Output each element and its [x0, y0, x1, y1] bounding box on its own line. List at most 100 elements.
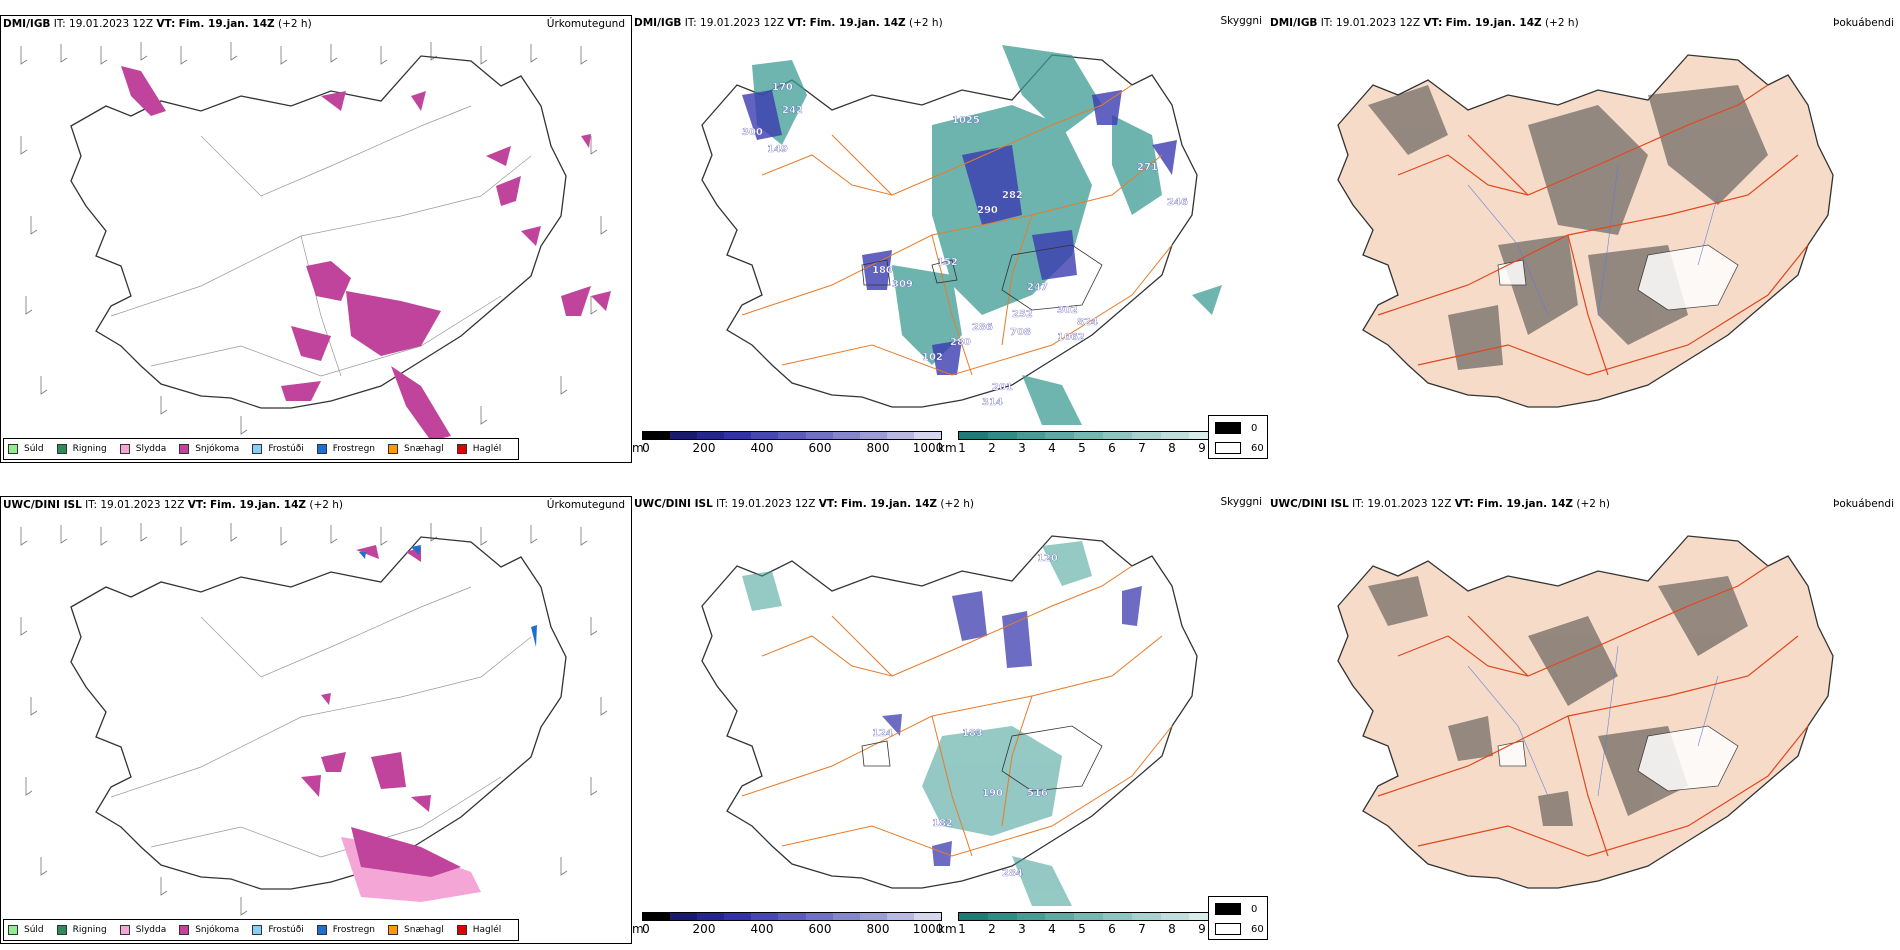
panel-header: DMI/IGB IT: 19.01.2023 12Z VT: Fim. 19.j… [3, 18, 312, 30]
valid-label: VT: [156, 18, 176, 30]
fog-panel-bottom: UWC/DINI ISL IT: 19.01.2023 12Z VT: Fim.… [1268, 496, 1900, 944]
legend-item: Rigning [56, 925, 107, 935]
roads [1377, 565, 1809, 857]
visibility-unit: km [938, 441, 957, 455]
svg-text:302: 302 [1057, 305, 1078, 316]
height-scale-bar [642, 431, 942, 440]
svg-text:290: 290 [977, 205, 998, 216]
fog-panel-top: DMI/IGB IT: 19.01.2023 12Z VT: Fim. 19.j… [1268, 15, 1900, 463]
model-name: DMI/IGB [3, 18, 51, 30]
svg-text:1025: 1025 [952, 115, 980, 126]
height-ticks: 0 200 400 600 800 1000 [642, 922, 944, 936]
legend-item: Slydda [119, 925, 166, 935]
svg-text:170: 170 [772, 82, 793, 93]
freezing-drizzle-areas [359, 545, 537, 647]
panel-header: UWC/DINI ISL IT: 19.01.2023 12Z VT: Fim.… [1270, 498, 1611, 510]
panel-header: UWC/DINI ISL IT: 19.01.2023 12Z VT: Fim.… [634, 498, 975, 510]
svg-text:271: 271 [1137, 162, 1158, 173]
panel-title: Skyggni [1220, 496, 1263, 508]
legend-item: Haglél [456, 444, 501, 454]
height-scale-bar [642, 912, 942, 921]
precip-legend: Súld Rigning Slydda Snjókoma Frostúði Fr… [3, 919, 520, 941]
legend-item: Súld [8, 444, 44, 454]
panel-title: Þokuábendi [1833, 498, 1894, 510]
panel-title: Skyggni [1220, 15, 1263, 27]
svg-text:252: 252 [1012, 309, 1033, 320]
height-unit: m [632, 922, 644, 936]
svg-text:708: 708 [1010, 327, 1031, 338]
legend-item: Frostregn [316, 444, 375, 454]
cloudbase-areas [742, 90, 1177, 375]
glacier-outlines [861, 725, 1103, 792]
init-label: IT: [53, 18, 66, 30]
height-labels: 120 124 183 190 516 182 284 [872, 553, 1058, 879]
precip-legend: Súld Rigning Slydda Snjókoma Frostúði Fr… [3, 438, 520, 460]
visibility-areas [752, 45, 1222, 425]
svg-text:247: 247 [1027, 282, 1048, 293]
fog-map-top [1337, 54, 1834, 408]
legend-item: Frostúði [252, 444, 304, 454]
height-unit: m [632, 441, 644, 455]
roads [741, 84, 1173, 376]
panel-title: Úrkomutegund [546, 18, 625, 30]
panel-title: Þokuábendi [1833, 17, 1894, 29]
legend-item: Slydda [119, 444, 166, 454]
svg-text:102: 102 [922, 352, 943, 363]
svg-text:180: 180 [872, 265, 893, 276]
roads [1377, 84, 1809, 376]
svg-text:284: 284 [1002, 868, 1023, 879]
panel-title: Úrkomutegund [546, 499, 625, 511]
svg-text:124: 124 [872, 728, 893, 739]
precip-map-bottom [20, 523, 608, 916]
snow-areas [301, 545, 461, 877]
svg-text:190: 190 [982, 788, 1003, 799]
legend-item: Súld [8, 925, 44, 935]
legend-item: Snjókoma [179, 925, 239, 935]
legend-item: Frostregn [316, 925, 375, 935]
legend-item: Snæhagl [388, 444, 444, 454]
visibility-unit: km [938, 922, 957, 936]
roads [741, 565, 1173, 857]
svg-text:286: 286 [972, 322, 993, 333]
rivers [1467, 164, 1719, 316]
roads [110, 105, 532, 377]
snow-areas [121, 66, 611, 441]
cloudbase-map-top: 170 242 300 149 1025 290 282 152 180 309… [701, 45, 1222, 425]
svg-text:246: 246 [1167, 197, 1188, 208]
svg-text:182: 182 [932, 818, 953, 829]
wind-barbs [20, 42, 608, 435]
svg-text:309: 309 [892, 279, 913, 290]
svg-text:1062: 1062 [1057, 332, 1085, 343]
svg-text:314: 314 [982, 397, 1003, 408]
svg-text:824: 824 [1077, 317, 1098, 328]
iceland-coastline [70, 55, 567, 409]
visibility-ticks: 1 2 3 4 5 6 7 8 9 10 [958, 922, 1239, 936]
panel-header: DMI/IGB IT: 19.01.2023 12Z VT: Fim. 19.j… [1270, 17, 1579, 29]
svg-text:300: 300 [742, 127, 763, 138]
svg-text:183: 183 [962, 728, 983, 739]
visibility-scale-bar [958, 431, 1248, 440]
precip-panel-bottom: UWC/DINI ISL IT: 19.01.2023 12Z VT: Fim.… [0, 496, 632, 944]
valid-time: Fim. 19.jan. 14Z [178, 18, 275, 30]
precip-panel-top: DMI/IGB IT: 19.01.2023 12Z VT: Fim. 19.j… [0, 15, 632, 463]
iceland-coastline [70, 536, 567, 890]
visibility-areas [742, 541, 1092, 906]
color-scales: m 0 200 400 600 800 1000 km 1 2 3 4 5 6 … [632, 912, 1252, 940]
wind-barbs [20, 523, 608, 916]
legend-item: Snjókoma [179, 444, 239, 454]
panel-header: DMI/IGB IT: 19.01.2023 12Z VT: Fim. 19.j… [634, 17, 943, 29]
panel-header: UWC/DINI ISL IT: 19.01.2023 12Z VT: Fim.… [3, 499, 344, 511]
legend-item: Rigning [56, 444, 107, 454]
legend-item: Snæhagl [388, 925, 444, 935]
precip-map-top [20, 42, 611, 441]
fog-map-bottom [1337, 535, 1834, 889]
init-time: 19.01.2023 12Z [69, 18, 154, 30]
legend-item: Frostúði [252, 925, 304, 935]
cloudbase-panel-top: 170 242 300 149 1025 290 282 152 180 309… [632, 15, 1268, 463]
cloudbase-map-bottom: 120 124 183 190 516 182 284 [701, 535, 1198, 906]
svg-text:282: 282 [1002, 190, 1023, 201]
visibility-scale-bar [958, 912, 1248, 921]
visibility-ticks: 1 2 3 4 5 6 7 8 9 10 [958, 441, 1239, 455]
svg-text:516: 516 [1027, 788, 1048, 799]
roads [110, 586, 532, 858]
